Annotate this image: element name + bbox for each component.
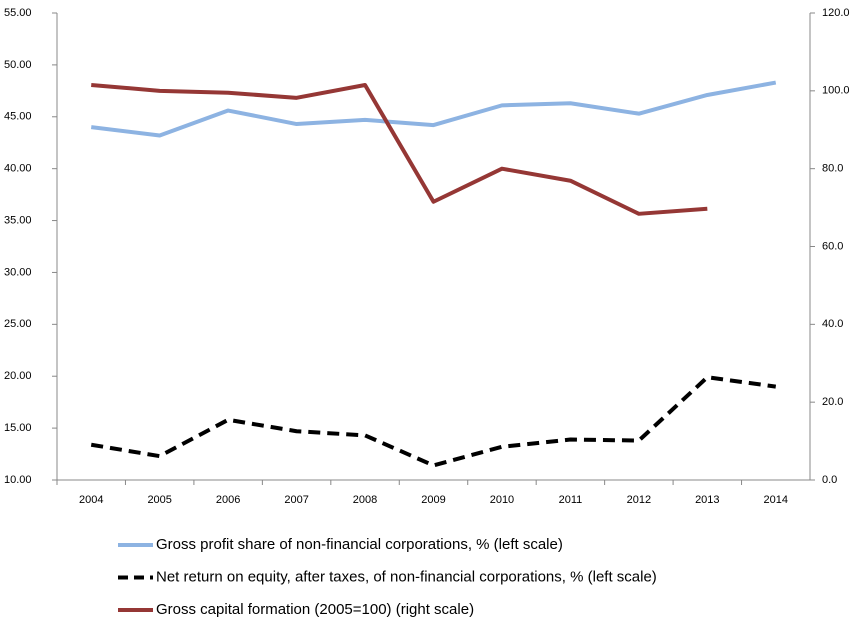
y-tick-label: 10.00 [4,474,32,486]
y-tick-label: 55.00 [4,7,32,19]
x-tick-label: 2009 [421,494,445,506]
y2-tick-label: 120.0 [822,7,850,19]
y-tick-label: 50.00 [4,59,32,71]
y-tick-label: 40.00 [4,163,32,175]
x-tick-label: 2013 [695,494,719,506]
x-tick-label: 2005 [147,494,171,506]
y-tick-label: 45.00 [4,111,32,123]
series-line [90,375,777,468]
x-tick-label: 2004 [79,494,103,506]
y-tick-label: 15.00 [4,422,32,434]
x-tick-label: 2007 [284,494,308,506]
legend-label: Gross profit share of non-financial corp… [156,536,563,553]
series-line [91,82,708,216]
x-tick-label: 2010 [490,494,514,506]
x-tick-label: 2008 [353,494,377,506]
y-tick-label: 30.00 [4,266,32,278]
y-tick-label: 20.00 [4,370,32,382]
y2-tick-label: 60.0 [822,240,843,252]
y-tick-label: 25.00 [4,318,32,330]
x-tick-label: 2014 [764,494,788,506]
legend-label: Gross capital formation (2005=100) (righ… [156,601,474,618]
y-tick-label: 35.00 [4,214,32,226]
x-tick-label: 2011 [559,494,583,506]
y2-tick-label: 100.0 [822,85,850,97]
y2-tick-label: 80.0 [822,163,843,175]
x-tick-label: 2006 [216,494,240,506]
y2-tick-label: 40.0 [822,318,843,330]
x-tick-label: 2012 [627,494,651,506]
y2-tick-label: 20.0 [822,396,843,408]
series-line [90,80,777,138]
legend-label: Net return on equity, after taxes, of no… [156,568,657,585]
y2-tick-label: 0.0 [822,474,837,486]
